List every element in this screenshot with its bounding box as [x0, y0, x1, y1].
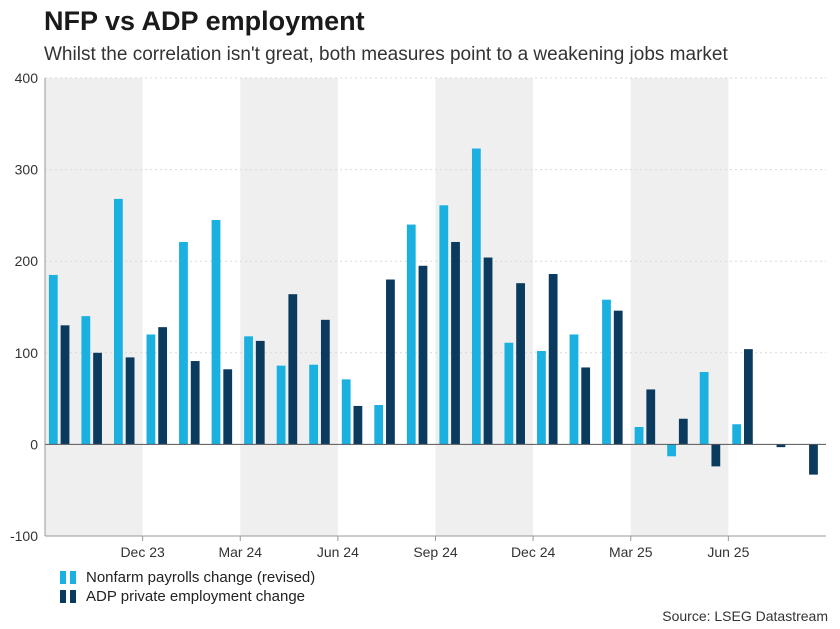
nfp-bar [732, 424, 742, 445]
adp-bar [613, 310, 623, 445]
nfp-bar [374, 405, 384, 445]
source-note: Source: LSEG Datastream [662, 608, 828, 624]
y-tick-label: -100 [10, 528, 38, 544]
nfp-bar [309, 364, 319, 445]
x-tick-label: Mar 24 [218, 544, 262, 560]
y-tick-label: 400 [15, 70, 39, 86]
adp-bar [93, 352, 102, 445]
x-tick-label: Jun 24 [317, 544, 359, 560]
nfp-bar [81, 316, 91, 445]
nfp-bar [634, 426, 644, 445]
shaded-band [45, 78, 143, 536]
adp-bar [60, 325, 70, 445]
x-tick-label: Dec 24 [511, 544, 556, 560]
legend-label-nfp: Nonfarm payrolls change (revised) [86, 569, 316, 586]
nfp-bar [48, 274, 58, 445]
nfp-bar [113, 198, 123, 445]
nfp-bar [146, 334, 156, 445]
nfp-bar [179, 241, 188, 445]
legend-item-adp: ADP private employment change [60, 587, 315, 606]
adp-bar [646, 389, 656, 445]
legend-swatch-nfp [70, 571, 76, 584]
nfp-bar [699, 372, 709, 445]
adp-bar [776, 444, 786, 448]
adp-bar [288, 294, 298, 445]
x-tick-label: Mar 25 [609, 544, 653, 560]
x-tick-label: Sep 24 [413, 544, 458, 560]
adp-bar [255, 340, 265, 445]
adp-bar [190, 361, 200, 445]
adp-bar [548, 274, 558, 445]
y-tick-label: 0 [30, 436, 38, 452]
nfp-bar [211, 219, 221, 445]
adp-bar [353, 405, 363, 445]
legend-swatch-nfp [60, 571, 66, 584]
x-tick-label: Jun 25 [707, 544, 749, 560]
adp-bar [158, 327, 168, 445]
shaded-band [630, 78, 729, 536]
legend-swatch-adp [70, 590, 76, 603]
adp-bar [711, 444, 721, 467]
adp-bar [516, 283, 525, 445]
nfp-bar [602, 299, 611, 445]
nfp-bar [341, 379, 351, 445]
nfp-bar [569, 334, 579, 445]
nfp-bar [667, 444, 676, 457]
adp-bar [223, 369, 233, 445]
legend-item-nfp: Nonfarm payrolls change (revised) [60, 568, 315, 587]
nfp-bar [244, 336, 253, 445]
adp-bar [483, 257, 493, 445]
adp-bar [125, 357, 135, 445]
adp-bar [809, 444, 818, 475]
adp-bar [581, 367, 591, 445]
adp-bar [320, 319, 330, 445]
adp-bar [451, 241, 460, 445]
y-tick-label: 300 [15, 162, 39, 178]
adp-bar [386, 279, 395, 445]
nfp-bar [406, 224, 416, 445]
adp-bar [418, 265, 428, 445]
x-tick-label: Dec 23 [120, 544, 165, 560]
adp-bar [743, 349, 753, 445]
chart-subtitle: Whilst the correlation isn't great, both… [44, 44, 728, 65]
nfp-bar [439, 205, 449, 445]
legend: Nonfarm payrolls change (revised) ADP pr… [60, 568, 315, 606]
y-tick-label: 200 [15, 253, 39, 269]
nfp-bar [504, 342, 514, 445]
nfp-bar [471, 148, 481, 445]
adp-bar [678, 418, 688, 445]
nfp-bar [276, 365, 286, 445]
chart-title: NFP vs ADP employment [44, 6, 365, 36]
legend-swatch-adp [60, 590, 66, 603]
nfp-bar [537, 350, 546, 445]
legend-label-adp: ADP private employment change [86, 588, 306, 605]
y-tick-label: 100 [15, 345, 39, 361]
